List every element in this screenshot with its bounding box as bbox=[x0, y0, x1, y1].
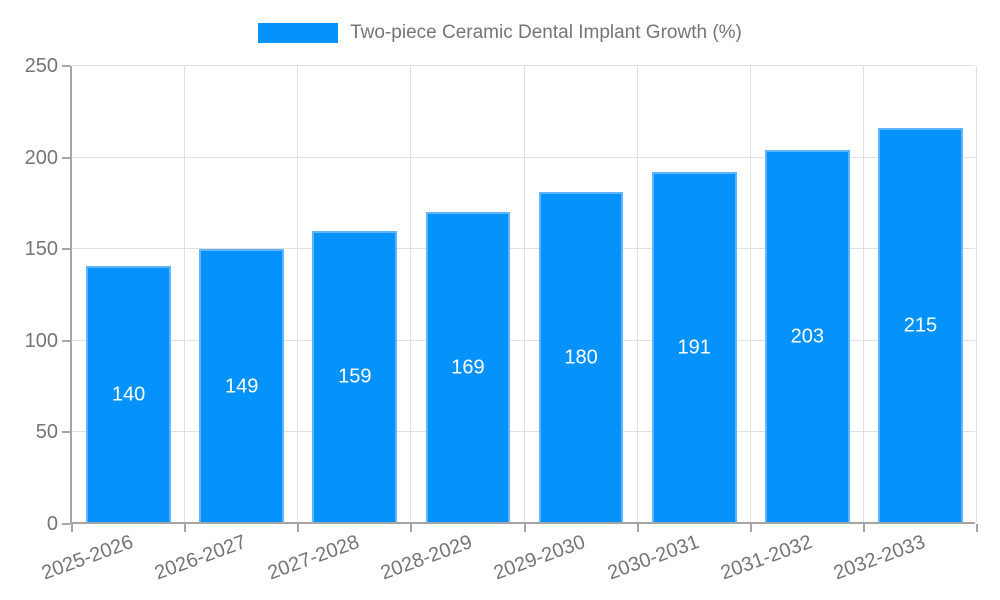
x-axis-tick bbox=[184, 524, 187, 532]
x-axis-tick bbox=[976, 524, 978, 532]
y-axis-tick bbox=[62, 65, 70, 67]
grid-line-horizontal bbox=[72, 65, 975, 66]
bar-value-label: 159 bbox=[338, 365, 372, 388]
legend-swatch-icon bbox=[258, 23, 339, 43]
bar-value-label: 191 bbox=[677, 336, 711, 359]
y-axis-tick-label: 200 bbox=[24, 146, 58, 169]
bar-value-label: 140 bbox=[111, 383, 146, 406]
bar-value-label: 215 bbox=[903, 314, 938, 337]
bar: 149 bbox=[199, 249, 285, 522]
y-axis-tick-label: 100 bbox=[24, 329, 58, 352]
x-axis-tick-label: 2030-2031 bbox=[604, 531, 702, 585]
x-axis-tick bbox=[523, 524, 526, 532]
grid-line-vertical bbox=[749, 66, 751, 522]
x-axis-tick bbox=[862, 524, 865, 532]
x-axis-tick-label: 2032-2033 bbox=[830, 531, 928, 585]
y-axis-tick bbox=[62, 431, 70, 434]
grid-line-vertical bbox=[297, 66, 299, 522]
y-axis-tick-label: 250 bbox=[24, 55, 58, 77]
grid-line-vertical bbox=[523, 66, 525, 522]
bar-value-label: 180 bbox=[564, 346, 598, 369]
legend[interactable]: Two-piece Ceramic Dental Implant Growth … bbox=[0, 22, 1000, 44]
y-axis-tick bbox=[62, 248, 70, 251]
grid-line-vertical bbox=[184, 66, 186, 522]
y-axis-tick-label: 0 bbox=[46, 513, 58, 535]
bar: 180 bbox=[538, 192, 624, 522]
x-axis-tick bbox=[71, 524, 73, 532]
x-axis-tick bbox=[749, 524, 752, 532]
y-axis-tick bbox=[62, 339, 70, 342]
y-axis-tick-label: 50 bbox=[35, 421, 58, 444]
x-axis-tick bbox=[410, 524, 413, 532]
x-axis-tick-label: 2027-2028 bbox=[264, 531, 363, 585]
grid-line-vertical bbox=[636, 66, 638, 522]
x-axis-tick bbox=[636, 524, 639, 532]
bar-value-label: 169 bbox=[451, 356, 485, 379]
x-axis-tick-label: 2025-2026 bbox=[38, 531, 137, 585]
bar: 215 bbox=[878, 128, 963, 522]
x-axis-tick-label: 2026-2027 bbox=[151, 531, 250, 585]
bar: 203 bbox=[764, 150, 850, 522]
x-axis-tick-label: 2028-2029 bbox=[378, 531, 476, 585]
grid-line-vertical bbox=[862, 66, 864, 522]
x-axis-tick bbox=[297, 524, 300, 532]
bar: 169 bbox=[425, 212, 511, 522]
y-axis-tick bbox=[62, 156, 70, 159]
y-axis-tick-label: 150 bbox=[24, 238, 58, 261]
x-axis-tick-label: 2029-2030 bbox=[491, 531, 589, 585]
bar: 159 bbox=[312, 230, 398, 522]
x-axis-tick-label: 2031-2032 bbox=[717, 531, 815, 585]
grid-line-vertical bbox=[410, 66, 412, 522]
y-axis-tick bbox=[62, 523, 70, 525]
bar: 191 bbox=[651, 172, 737, 522]
bar-value-label: 203 bbox=[790, 325, 824, 348]
grid-line-vertical bbox=[976, 66, 977, 522]
legend-label: Two-piece Ceramic Dental Implant Growth … bbox=[350, 22, 742, 43]
plot-area: 0 50 100 150 200 250 140 2025-2026 149 2026-2027 1… bbox=[25, 55, 978, 584]
bar: 140 bbox=[86, 265, 171, 522]
bar-value-label: 149 bbox=[225, 375, 259, 398]
